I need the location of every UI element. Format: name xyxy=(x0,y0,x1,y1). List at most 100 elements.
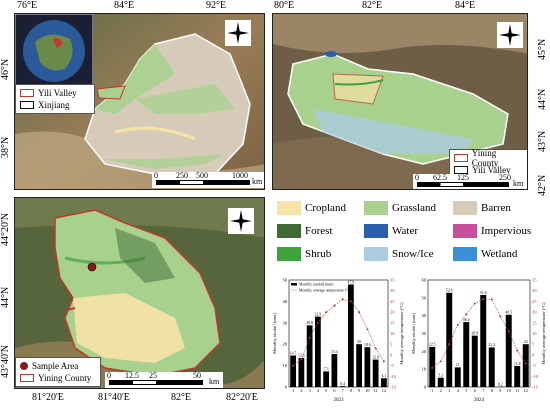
bar-data-label: 13.6 xyxy=(298,354,305,358)
bar-data-label: 0.4 xyxy=(340,382,345,386)
landcover-item: Forest xyxy=(277,224,333,238)
y-tick-label: 20 xyxy=(283,342,288,347)
landcover-item: Impervious xyxy=(453,224,531,238)
x-tick-label: 3 xyxy=(448,388,450,393)
y2-tick-label: -15 xyxy=(390,385,397,390)
landcover-swatch xyxy=(277,224,301,238)
x-tick-label: 10 xyxy=(365,388,369,393)
map-legend: Sample Area Yining County xyxy=(15,357,101,387)
rainfall-bar xyxy=(381,378,387,387)
y-tick-label: 0 xyxy=(424,385,427,390)
rainfall-bar xyxy=(514,366,520,387)
legend-item: Sample Area xyxy=(20,360,96,372)
latitude-tick: 45°N xyxy=(538,39,548,60)
y2-tick-label: 25 xyxy=(390,299,395,304)
temperature-point xyxy=(350,300,352,302)
temperature-point xyxy=(508,330,510,332)
landcover-item: Grassland xyxy=(364,201,436,215)
longitude-tick: 81°20'E xyxy=(32,393,64,403)
scale-bar: 0 62.5 125 250 km xyxy=(413,174,528,190)
longitude-tick: 81°40'E xyxy=(98,393,130,403)
bar-data-label: 7.3 xyxy=(324,367,329,371)
landcover-swatch xyxy=(277,201,301,215)
rainfall-bar xyxy=(331,354,337,387)
landcover-item: Shrub xyxy=(277,247,331,261)
latitude-tick: 44°N xyxy=(1,287,11,308)
rainfall-bar xyxy=(307,325,313,387)
landcover-swatch xyxy=(453,247,477,261)
temperature-point xyxy=(358,311,360,313)
rainfall-bar xyxy=(455,367,461,387)
y-tick-label: 50 xyxy=(422,295,427,300)
temperature-point xyxy=(292,365,294,367)
temperature-point xyxy=(525,362,527,364)
temperature-point xyxy=(366,328,368,330)
bar-data-label: 22.5 xyxy=(429,343,436,347)
y2-axis-label: Monthly average temperature (°C) xyxy=(399,302,404,365)
bar-data-label: 47.9 xyxy=(348,280,355,284)
x-tick-label: 8 xyxy=(491,388,493,393)
x-axis-label: 2023 xyxy=(334,398,345,403)
x-tick-label: 7 xyxy=(342,388,344,393)
y2-tick-label: 5 xyxy=(390,342,393,347)
legend-item: Xinjiang xyxy=(20,99,90,111)
y2-axis-label: Monthly average temperature (°C) xyxy=(541,302,546,365)
legend-label: Monthly average temperature (°C) xyxy=(299,289,352,293)
temperature-point xyxy=(491,298,493,300)
x-tick-label: 12 xyxy=(524,388,528,393)
x-tick-label: 11 xyxy=(515,388,519,393)
y-tick-label: 10 xyxy=(283,363,288,368)
y2-tick-label: 35 xyxy=(532,278,537,283)
temperature-point xyxy=(375,347,377,349)
x-tick-label: 9 xyxy=(499,388,501,393)
bar-data-label: 14.7 xyxy=(290,351,297,355)
rainfall-bar xyxy=(348,284,354,387)
rainfall-bar xyxy=(446,293,452,387)
rainfall-bar xyxy=(315,317,321,387)
scale-bar: 0 250 500 1000 km xyxy=(152,172,265,188)
y2-tick-label: 0 xyxy=(390,352,393,357)
y2-tick-label: -10 xyxy=(532,374,539,379)
y2-tick-label: 15 xyxy=(390,320,395,325)
x-tick-label: 3 xyxy=(309,388,311,393)
bar-data-label: 28.8 xyxy=(306,321,313,325)
bar-data-label: 12.8 xyxy=(372,355,379,359)
x-tick-label: 5 xyxy=(465,388,467,393)
temperature-point xyxy=(317,322,319,324)
x-tick-label: 1 xyxy=(292,388,294,393)
x-tick-label: 4 xyxy=(317,388,320,393)
legend-item: Yining County xyxy=(20,372,96,384)
y-axis-label: Monthly rainfall (mm) xyxy=(272,313,277,354)
latitude-tick: 38°N xyxy=(1,137,11,158)
x-tick-label: 12 xyxy=(382,388,386,393)
bar-data-label: 11.8 xyxy=(514,362,521,366)
x-tick-label: 5 xyxy=(325,388,327,393)
x-tick-label: 4 xyxy=(457,388,460,393)
rainfall-bar xyxy=(506,315,512,387)
longitude-tick: 92°E xyxy=(206,1,226,11)
y2-tick-label: -5 xyxy=(532,363,536,368)
longitude-tick: 80°E xyxy=(274,1,294,11)
x-tick-label: 6 xyxy=(474,388,476,393)
bar-data-label: 4.1 xyxy=(382,374,387,378)
x-tick-label: 11 xyxy=(374,388,378,393)
rainfall-bar xyxy=(340,386,346,387)
landcover-item: Barren xyxy=(453,201,511,215)
y-axis-label: Monthly rainfall (mm) xyxy=(411,313,416,354)
landcover-swatch xyxy=(453,201,477,215)
bar-data-label: 52.8 xyxy=(446,289,453,293)
y2-tick-label: 15 xyxy=(532,320,537,325)
x-tick-label: 9 xyxy=(358,388,360,393)
y2-tick-label: 25 xyxy=(532,299,537,304)
longitude-tick: 82°20'E xyxy=(226,393,258,403)
temperature-point xyxy=(333,305,335,307)
north-arrow xyxy=(225,20,251,46)
rainfall-bar xyxy=(480,295,486,387)
temperature-point xyxy=(457,324,459,326)
map-panel-yili-valley: Yining County Yili Valley 0 62.5 125 250… xyxy=(272,13,528,190)
bar-data-label: 32.9 xyxy=(315,312,322,316)
temperature-point xyxy=(383,360,385,362)
legend-label: Monthly rainfall (mm) xyxy=(299,283,334,287)
landcover-swatch xyxy=(364,201,388,215)
